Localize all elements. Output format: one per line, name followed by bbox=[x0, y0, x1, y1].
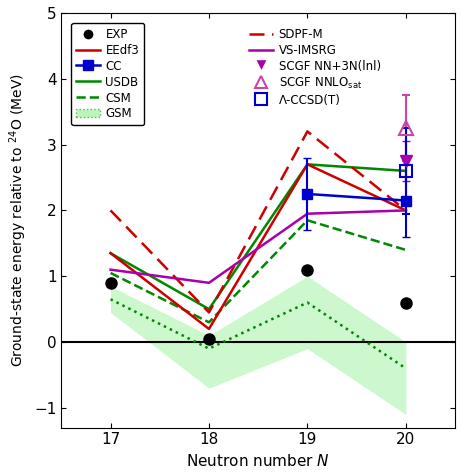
CSM bbox=[206, 319, 212, 325]
EEdf3 bbox=[304, 161, 310, 167]
Line: CSM: CSM bbox=[110, 220, 406, 322]
Line: VS-IMSRG: VS-IMSRG bbox=[110, 210, 406, 283]
VS-IMSRG bbox=[206, 280, 212, 286]
USDB bbox=[403, 168, 408, 174]
EXP bbox=[304, 267, 310, 273]
CSM bbox=[403, 247, 408, 253]
SDPF-M bbox=[108, 208, 113, 213]
EXP bbox=[206, 337, 212, 342]
X-axis label: Neutron number $N$: Neutron number $N$ bbox=[186, 453, 330, 469]
Line: EEdf3: EEdf3 bbox=[110, 164, 406, 329]
EEdf3 bbox=[206, 326, 212, 332]
GSM bbox=[403, 366, 408, 371]
Y-axis label: Ground-state energy relative to $^{24}$O (MeV): Ground-state energy relative to $^{24}$O… bbox=[7, 73, 29, 367]
VS-IMSRG bbox=[304, 211, 310, 217]
Line: SDPF-M: SDPF-M bbox=[110, 131, 406, 312]
SDPF-M bbox=[403, 208, 408, 213]
GSM bbox=[304, 300, 310, 306]
EEdf3 bbox=[108, 250, 113, 256]
USDB bbox=[206, 306, 212, 312]
Line: EXP: EXP bbox=[105, 264, 411, 345]
SDPF-M bbox=[206, 309, 212, 315]
GSM bbox=[108, 297, 113, 302]
VS-IMSRG bbox=[403, 208, 408, 213]
EXP bbox=[403, 300, 408, 306]
USDB bbox=[304, 161, 310, 167]
Line: USDB: USDB bbox=[110, 164, 406, 309]
USDB bbox=[108, 250, 113, 256]
EXP bbox=[108, 280, 113, 286]
Legend: SDPF-M, VS-IMSRG, SCGF NN+3N(lnl), SCGF NNLO$_\mathrm{sat}$, Λ-CCSD(T): SDPF-M, VS-IMSRG, SCGF NN+3N(lnl), SCGF … bbox=[244, 23, 385, 111]
GSM bbox=[206, 346, 212, 351]
EEdf3 bbox=[403, 208, 408, 213]
CSM bbox=[108, 270, 113, 276]
Line: GSM: GSM bbox=[110, 299, 406, 368]
VS-IMSRG bbox=[108, 267, 113, 273]
SDPF-M bbox=[304, 129, 310, 134]
CSM bbox=[304, 218, 310, 223]
